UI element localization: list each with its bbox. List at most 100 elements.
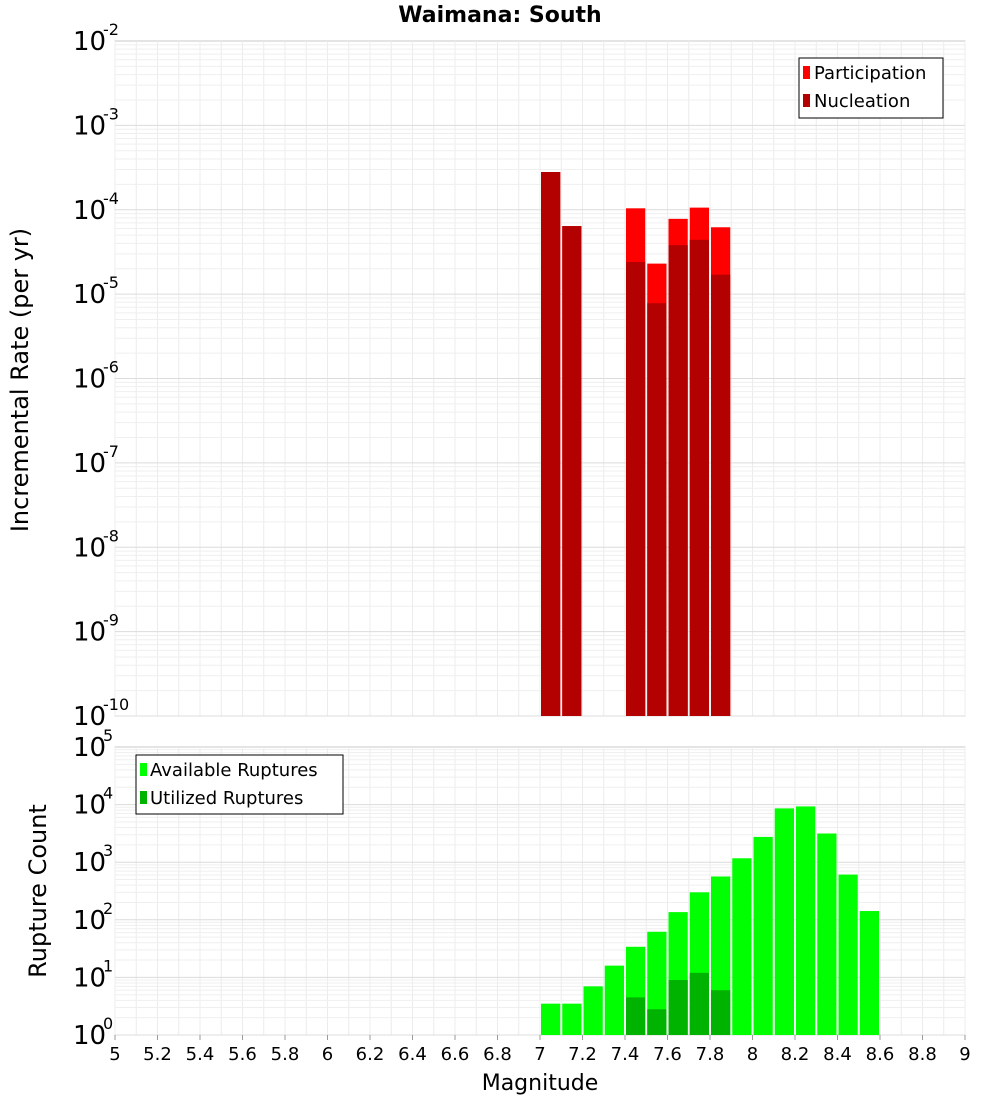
x-tick-labels: 5 5.2 5.4 5.6 5.8 6 6.2 6.4 6.6 6.8 7 7.2 7.4 7.6 7.8 8… [109,1035,971,1065]
bar-available-ruptures [796,806,816,1035]
legend-swatch-available-ruptures [140,763,147,776]
y-tick-exponent: 0 [103,1014,113,1033]
x-tick-label: 5.2 [143,1044,172,1065]
x-tick-label: 9 [959,1044,970,1065]
y-tick-label: 10 [73,1021,106,1051]
bar-available-ruptures [817,833,837,1035]
chart-title: Waimana: South [398,3,601,28]
bar-nucleation [689,239,709,716]
bottom-bars [541,806,879,1035]
y-tick-exponent: -8 [103,526,119,545]
bar-nucleation [541,172,561,716]
x-tick-label: 5.6 [228,1044,257,1065]
y-tick-exponent: -9 [103,611,119,630]
y-tick-label: 10 [73,906,106,936]
top-gridlines [114,41,966,717]
y-tick-label: 10 [73,733,106,763]
x-tick-label: 6.2 [356,1044,385,1065]
y-tick-label: 10 [73,280,106,310]
x-tick-label: 7.4 [611,1044,640,1065]
x-tick-label: 6.8 [483,1044,512,1065]
y-tick-label: 10 [73,791,106,821]
bar-available-ruptures [859,911,879,1035]
bar-available-ruptures [732,858,752,1035]
y-tick-exponent: -10 [103,695,129,714]
top-bars [541,172,731,717]
y-tick-label: 10 [73,27,106,57]
y-tick-exponent: 2 [103,899,113,918]
y-tick-label: 10 [73,533,106,563]
legend-swatch-nucleation [803,94,810,107]
top-y-axis-label: Incremental Rate (per yr) [6,228,34,532]
bar-available-ruptures [604,965,624,1035]
top-legend: Participation Nucleation [798,57,944,119]
y-tick-exponent: -2 [103,20,119,39]
x-tick-label: 8.2 [781,1044,810,1065]
bar-available-ruptures [838,874,858,1035]
bar-nucleation [647,303,667,716]
y-tick-exponent: 4 [103,784,113,803]
x-tick-label: 8.8 [908,1044,937,1065]
bar-available-ruptures [562,1003,582,1035]
x-tick-label: 8.6 [866,1044,895,1065]
y-tick-label: 10 [73,963,106,993]
bar-available-ruptures [541,1003,561,1035]
y-tick-label: 10 [73,196,106,226]
bar-nucleation [668,245,688,717]
y-tick-label: 10 [73,111,106,141]
bar-available-ruptures [774,808,794,1035]
x-tick-label: 5.4 [186,1044,215,1065]
legend-swatch-participation [803,66,810,79]
bottom-legend-box [135,754,344,815]
x-tick-label: 8 [747,1044,758,1065]
bar-utilized-ruptures [668,980,688,1035]
legend-label-available-ruptures: Available Ruptures [150,760,318,781]
x-tick-label: 5 [109,1044,120,1065]
bar-nucleation [711,274,731,716]
x-tick-label: 6 [322,1044,333,1065]
y-tick-label: 10 [73,702,106,732]
legend-label-nucleation: Nucleation [814,91,910,112]
x-axis-label: Magnitude [482,1071,599,1096]
x-tick-label: 5.8 [271,1044,300,1065]
bar-utilized-ruptures [626,997,646,1035]
x-tick-label: 7.2 [568,1044,597,1065]
y-tick-exponent: 3 [103,841,113,860]
x-tick-label: 6.6 [441,1044,470,1065]
bottom-y-axis-label: Rupture Count [24,804,52,978]
y-tick-exponent: -7 [103,442,119,461]
x-tick-label: 6.4 [398,1044,427,1065]
y-tick-label: 10 [73,449,106,479]
bar-utilized-ruptures [711,990,731,1035]
bottom-legend: Available Ruptures Utilized Ruptures [135,754,344,815]
top-legend-box [798,57,944,119]
legend-swatch-utilized-ruptures [140,791,147,804]
legend-label-participation: Participation [814,63,926,84]
bar-available-ruptures [583,986,603,1035]
bar-utilized-ruptures [647,1009,667,1035]
bar-utilized-ruptures [689,972,709,1035]
x-tick-label: 7.8 [696,1044,725,1065]
bar-nucleation [562,226,582,716]
y-tick-label: 10 [73,848,106,878]
y-tick-label: 10 [73,618,106,648]
y-tick-exponent: -4 [103,189,119,208]
legend-label-utilized-ruptures: Utilized Ruptures [150,788,303,809]
y-tick-exponent: 1 [103,956,113,975]
y-tick-exponent: -5 [103,273,119,292]
x-tick-label: 7 [534,1044,545,1065]
bar-available-ruptures [647,931,667,1035]
y-tick-exponent: -3 [103,104,119,123]
bar-available-ruptures [753,836,773,1035]
y-tick-exponent: 5 [103,726,113,745]
x-tick-label: 8.4 [823,1044,852,1065]
y-tick-label: 10 [73,365,106,395]
y-tick-exponent: -6 [103,358,119,377]
x-tick-label: 7.6 [653,1044,682,1065]
bar-nucleation [626,262,646,716]
